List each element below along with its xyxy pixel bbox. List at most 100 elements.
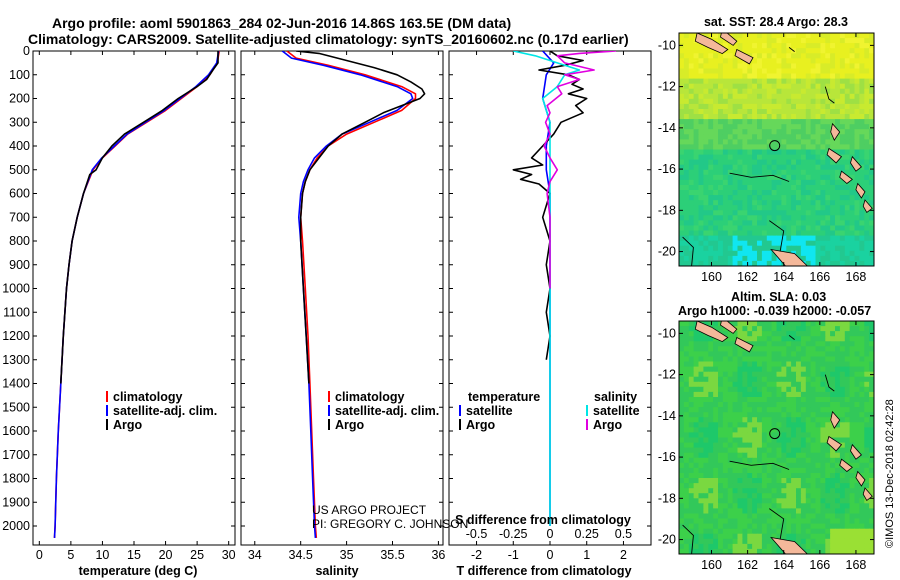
map-cell — [752, 483, 758, 489]
map-cell — [761, 391, 768, 398]
map-cell — [839, 427, 846, 433]
map-cell — [761, 386, 768, 393]
map-cell — [757, 185, 763, 191]
map-cell — [732, 336, 738, 342]
map-cell — [747, 235, 753, 242]
map-cell — [869, 528, 874, 535]
map-cell — [805, 361, 812, 368]
map-cell — [771, 58, 777, 64]
map-cell — [839, 447, 846, 454]
map-cell — [688, 68, 695, 75]
map-cell — [844, 457, 851, 464]
map-cell — [825, 174, 831, 181]
map-cell — [796, 98, 802, 105]
map-cell — [800, 250, 807, 257]
map-cell — [771, 48, 777, 54]
map-cell — [786, 93, 792, 100]
map-cell — [791, 366, 797, 373]
map-cell — [810, 195, 816, 201]
map-cell — [810, 48, 816, 54]
map-cell — [766, 230, 773, 237]
map-cell — [800, 533, 807, 540]
map-cell — [747, 43, 753, 49]
map-cell — [854, 462, 860, 469]
map-cell — [737, 361, 743, 368]
map-cell — [869, 513, 874, 520]
map-cell — [839, 154, 846, 161]
map-cell — [761, 38, 768, 44]
map-cell — [800, 215, 807, 221]
map-cell — [820, 548, 826, 554]
map-cell — [791, 452, 797, 459]
map-cell — [747, 129, 753, 135]
y-tick-label: 1300 — [2, 353, 30, 367]
map-cell — [771, 346, 777, 352]
map-cell — [786, 432, 792, 438]
map-cell — [698, 215, 704, 221]
map-cell — [835, 483, 841, 489]
map-cell — [839, 119, 846, 125]
map-cell — [776, 407, 782, 413]
map-cell — [810, 164, 816, 171]
map-cell — [864, 154, 870, 161]
map-cell — [766, 513, 773, 520]
map-cell — [683, 195, 690, 201]
map-cell — [835, 427, 841, 433]
map-cell — [747, 538, 753, 545]
map-cell — [757, 452, 763, 459]
map-cell — [781, 371, 787, 378]
map-cell — [815, 220, 821, 226]
map-cell — [747, 185, 753, 191]
map-cell — [791, 488, 797, 494]
map-cell — [703, 356, 709, 363]
map-cell — [844, 185, 851, 191]
map-cell — [820, 93, 826, 100]
map-cell — [703, 129, 709, 135]
map-cell — [683, 240, 690, 247]
map-cell — [766, 200, 773, 206]
map-cell — [805, 78, 812, 85]
map-cell — [854, 154, 860, 161]
map-cell — [708, 533, 714, 540]
map-cell — [844, 442, 851, 449]
map-cell — [869, 356, 874, 363]
map-cell — [825, 386, 831, 393]
map-cell — [830, 533, 836, 540]
map-cell — [679, 58, 685, 64]
map-cell — [776, 412, 782, 418]
map-cell — [800, 195, 807, 201]
map-cell — [688, 376, 695, 383]
map-cell — [820, 200, 826, 206]
map-cell — [732, 103, 738, 110]
map-cell — [742, 205, 748, 211]
map-cell — [800, 513, 807, 520]
map-cell — [708, 447, 714, 454]
map-cell — [869, 498, 874, 504]
map-cell — [864, 245, 870, 252]
map-cell — [683, 442, 690, 449]
map-cell — [786, 129, 792, 135]
map-cell — [844, 144, 851, 150]
map-cell — [732, 518, 738, 525]
map-cell — [693, 255, 699, 262]
map-cell — [679, 442, 685, 449]
map-cell — [835, 53, 841, 59]
map-cell — [805, 493, 812, 499]
map-cell — [844, 386, 851, 393]
map-cell — [805, 478, 812, 484]
map-cell — [742, 88, 748, 95]
map-cell — [761, 220, 768, 226]
map-cell — [776, 68, 782, 75]
map-cell — [825, 412, 831, 418]
map-cell — [844, 190, 851, 196]
map-cell — [703, 473, 709, 479]
map-cell — [693, 503, 699, 509]
map-cell — [703, 88, 709, 95]
map-cell — [708, 93, 714, 100]
map-cell — [742, 83, 748, 90]
map-cell — [732, 250, 738, 257]
map-cell — [718, 190, 724, 196]
salinity-legend: climatology satellite-adj. clim. Argo — [328, 390, 439, 432]
map-cell — [718, 174, 724, 181]
land-shape — [830, 122, 841, 142]
